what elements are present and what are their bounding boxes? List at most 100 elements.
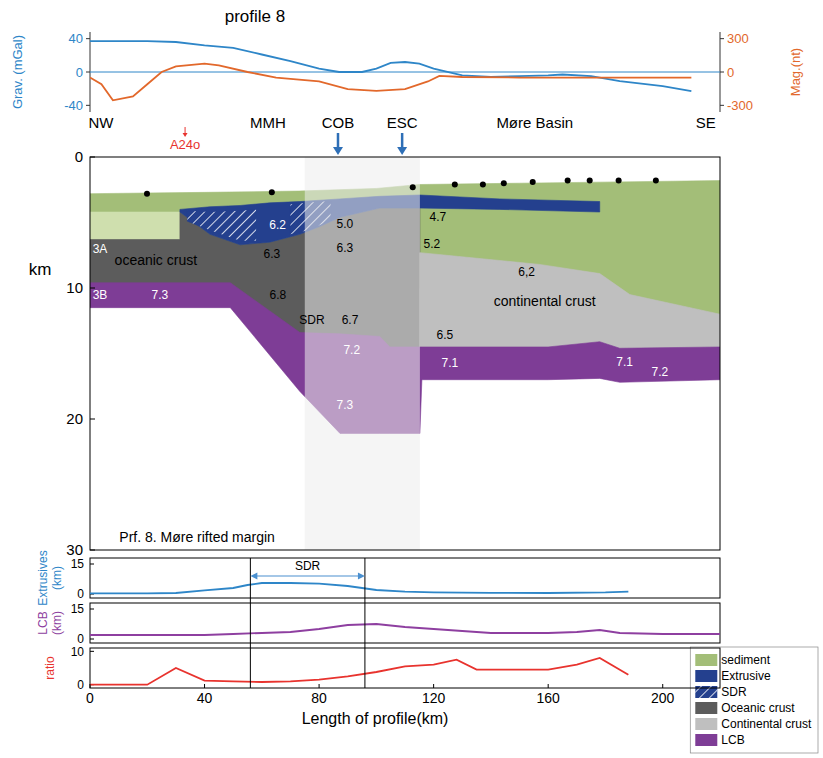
- cob-zone: [305, 157, 420, 550]
- y-tick: [90, 550, 95, 551]
- y-tick-label: 15: [71, 602, 85, 616]
- y-axis-title: km: [29, 260, 52, 279]
- y-tick-label: 15: [71, 557, 85, 571]
- y-axis-title: LCB(km): [36, 611, 64, 635]
- section-label: 6.2: [269, 218, 286, 232]
- station: [587, 178, 593, 184]
- section-label: SDR: [299, 313, 325, 327]
- y-tick-label: 0: [76, 65, 83, 80]
- y-axis-title: ratio: [43, 656, 57, 680]
- figure: profile 8-40040-3000300Grav. (mGal)Mag.(…: [0, 0, 823, 758]
- y-axis-title-line: Extrusives: [36, 550, 50, 605]
- station: [269, 189, 275, 195]
- y-tick-label: 30: [66, 541, 83, 558]
- station: [144, 191, 150, 197]
- y-tick-label: -40: [64, 98, 83, 113]
- x-tick-label: 0: [86, 690, 94, 706]
- x-tick-label: 80: [311, 690, 327, 706]
- plot-area: [90, 658, 628, 685]
- y-axis-title-line: (km): [50, 611, 64, 635]
- top-label: Møre Basin: [496, 114, 573, 131]
- section-label: 5.0: [337, 217, 354, 231]
- section-label: oceanic crust: [115, 252, 198, 268]
- hatch: [187, 209, 256, 240]
- plot-area: [90, 583, 628, 593]
- anomaly-label: A24o: [170, 137, 200, 152]
- x-axis-title: Length of profile(km): [302, 710, 449, 727]
- y-tick-label: 10: [71, 645, 85, 659]
- station: [480, 182, 486, 188]
- frame: [90, 157, 720, 550]
- y-tick: [86, 38, 90, 39]
- section-label: 6.5: [436, 328, 453, 342]
- section-label: 6.3: [337, 241, 354, 255]
- section-label: 6.3: [263, 247, 280, 261]
- section-label: 5.2: [424, 237, 441, 251]
- section-label: 6.8: [270, 288, 287, 302]
- layer: [90, 212, 180, 240]
- y2-axis-title: Mag.(nt): [788, 48, 803, 96]
- section-label: 7.2: [652, 365, 669, 379]
- y-tick-label: 0: [75, 148, 83, 165]
- section-label: 3B: [93, 288, 108, 302]
- station: [501, 180, 507, 186]
- frame: [90, 648, 720, 688]
- section-label: 7.3: [337, 398, 354, 412]
- x-tick: [662, 684, 663, 688]
- station: [410, 184, 416, 190]
- top-label: ESC: [387, 114, 418, 131]
- legend: sedimentExtrusiveSDROceanic crustContine…: [690, 647, 818, 753]
- y-tick: [90, 157, 95, 158]
- station: [530, 179, 536, 185]
- y-axis-title: Grav. (mGal): [10, 35, 25, 109]
- arrow-head: [333, 147, 343, 155]
- span-label: SDR: [295, 559, 321, 573]
- x-tick: [319, 684, 320, 688]
- y-tick-label: 20: [66, 410, 83, 427]
- legend-swatch: [695, 718, 717, 730]
- x-tick-label: 120: [422, 690, 446, 706]
- x-tick-label: 160: [537, 690, 561, 706]
- y-tick: [90, 419, 95, 420]
- legend-swatch: [695, 702, 717, 714]
- legend-label: Extrusive: [721, 669, 771, 683]
- y2-tick-label: -300: [727, 98, 753, 113]
- y2-tick-label: 300: [727, 31, 749, 46]
- y-tick: [90, 651, 94, 652]
- y2-tick: [720, 72, 724, 73]
- y-tick-label: 40: [69, 31, 83, 46]
- anomaly-arrow: [185, 127, 186, 134]
- station: [565, 178, 571, 184]
- y-axis-title-line: LCB: [36, 611, 50, 634]
- y2-tick-label: 0: [727, 65, 734, 80]
- section-label: 4.7: [430, 210, 447, 224]
- reference-line: [90, 72, 720, 73]
- y2-tick: [720, 38, 724, 39]
- section-label: 6.7: [342, 313, 359, 327]
- plot-area: [90, 41, 691, 100]
- section-label: 7.2: [343, 343, 360, 357]
- y-tick: [86, 105, 90, 106]
- y-tick: [86, 72, 90, 73]
- legend-swatch: [695, 670, 717, 682]
- y-axis-title-line: ratio: [43, 656, 57, 680]
- line: [90, 583, 628, 593]
- frame: [90, 558, 720, 598]
- y-tick-label: 0: [77, 678, 84, 692]
- y-axis-title-line: (km): [50, 566, 64, 590]
- y-tick-label: 0: [77, 587, 84, 601]
- y-tick: [90, 639, 94, 640]
- legend-label: Continental crust: [721, 717, 812, 731]
- legend-label: sediment: [721, 653, 770, 667]
- x-tick-label: 200: [651, 690, 675, 706]
- legend-swatch: [695, 734, 717, 746]
- section-label: continental crust: [494, 293, 596, 309]
- top-label: COB: [322, 114, 355, 131]
- y-tick: [90, 609, 94, 610]
- title: profile 8: [225, 7, 285, 26]
- legend-box: [690, 647, 818, 753]
- arrow: [337, 133, 340, 148]
- arrow-head: [397, 147, 407, 155]
- layer: [420, 253, 720, 356]
- legend-label: Oceanic crust: [721, 701, 795, 715]
